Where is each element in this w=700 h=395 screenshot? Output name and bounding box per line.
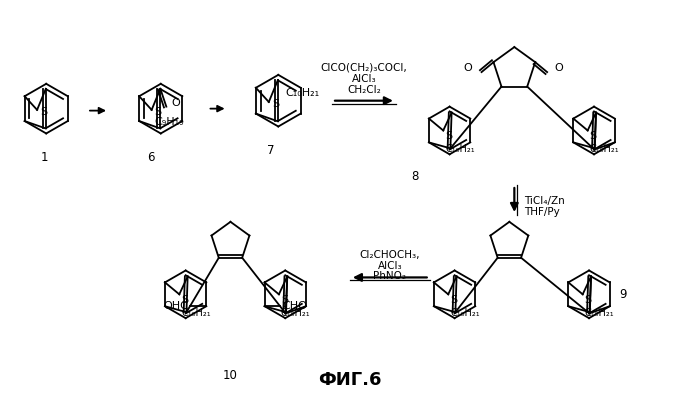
Text: 1: 1 bbox=[41, 151, 48, 164]
Text: CH₂Cl₂: CH₂Cl₂ bbox=[347, 85, 381, 95]
Text: 10: 10 bbox=[223, 369, 238, 382]
Text: S: S bbox=[589, 132, 597, 141]
Text: S: S bbox=[40, 107, 47, 117]
Text: S: S bbox=[272, 99, 279, 109]
Text: 9: 9 bbox=[619, 288, 626, 301]
Text: S: S bbox=[281, 295, 288, 305]
Text: S: S bbox=[445, 132, 452, 141]
Text: C₉H₁₉: C₉H₁₉ bbox=[155, 117, 184, 126]
Text: AlCl₃: AlCl₃ bbox=[377, 261, 402, 271]
Text: S: S bbox=[155, 107, 162, 117]
Text: OHC: OHC bbox=[164, 301, 188, 311]
Text: C₁₀H₂₁: C₁₀H₂₁ bbox=[181, 308, 211, 318]
Text: 7: 7 bbox=[267, 145, 274, 157]
Text: S: S bbox=[584, 295, 592, 305]
Text: S: S bbox=[450, 295, 457, 305]
Text: C₁₀H₂₁: C₁₀H₂₁ bbox=[286, 88, 320, 98]
Text: ClCO(CH₂)₃COCl,: ClCO(CH₂)₃COCl, bbox=[321, 63, 407, 73]
Text: C₁₀H₂₁: C₁₀H₂₁ bbox=[281, 308, 311, 318]
Text: O: O bbox=[463, 63, 472, 73]
Text: CHO: CHO bbox=[283, 301, 307, 311]
Text: ФИГ.6: ФИГ.6 bbox=[318, 371, 382, 389]
Text: C₁₀H₂₁: C₁₀H₂₁ bbox=[584, 308, 615, 318]
Text: PhNO₂: PhNO₂ bbox=[373, 271, 406, 282]
Text: Cl₂CHOCH₃,: Cl₂CHOCH₃, bbox=[360, 250, 420, 260]
Text: S: S bbox=[181, 295, 188, 305]
Text: 8: 8 bbox=[411, 170, 419, 183]
Text: 6: 6 bbox=[147, 151, 155, 164]
Text: C₁₀H₂₁: C₁₀H₂₁ bbox=[445, 145, 475, 154]
Text: AlCl₃: AlCl₃ bbox=[351, 74, 377, 84]
Text: C₁₀H₂₁: C₁₀H₂₁ bbox=[589, 145, 620, 154]
Text: O: O bbox=[554, 63, 564, 73]
Text: TiCl₄/Zn: TiCl₄/Zn bbox=[524, 196, 565, 206]
Text: O: O bbox=[172, 98, 180, 108]
Text: C₁₀H₂₁: C₁₀H₂₁ bbox=[450, 308, 480, 318]
Text: THF/Py: THF/Py bbox=[524, 207, 560, 217]
